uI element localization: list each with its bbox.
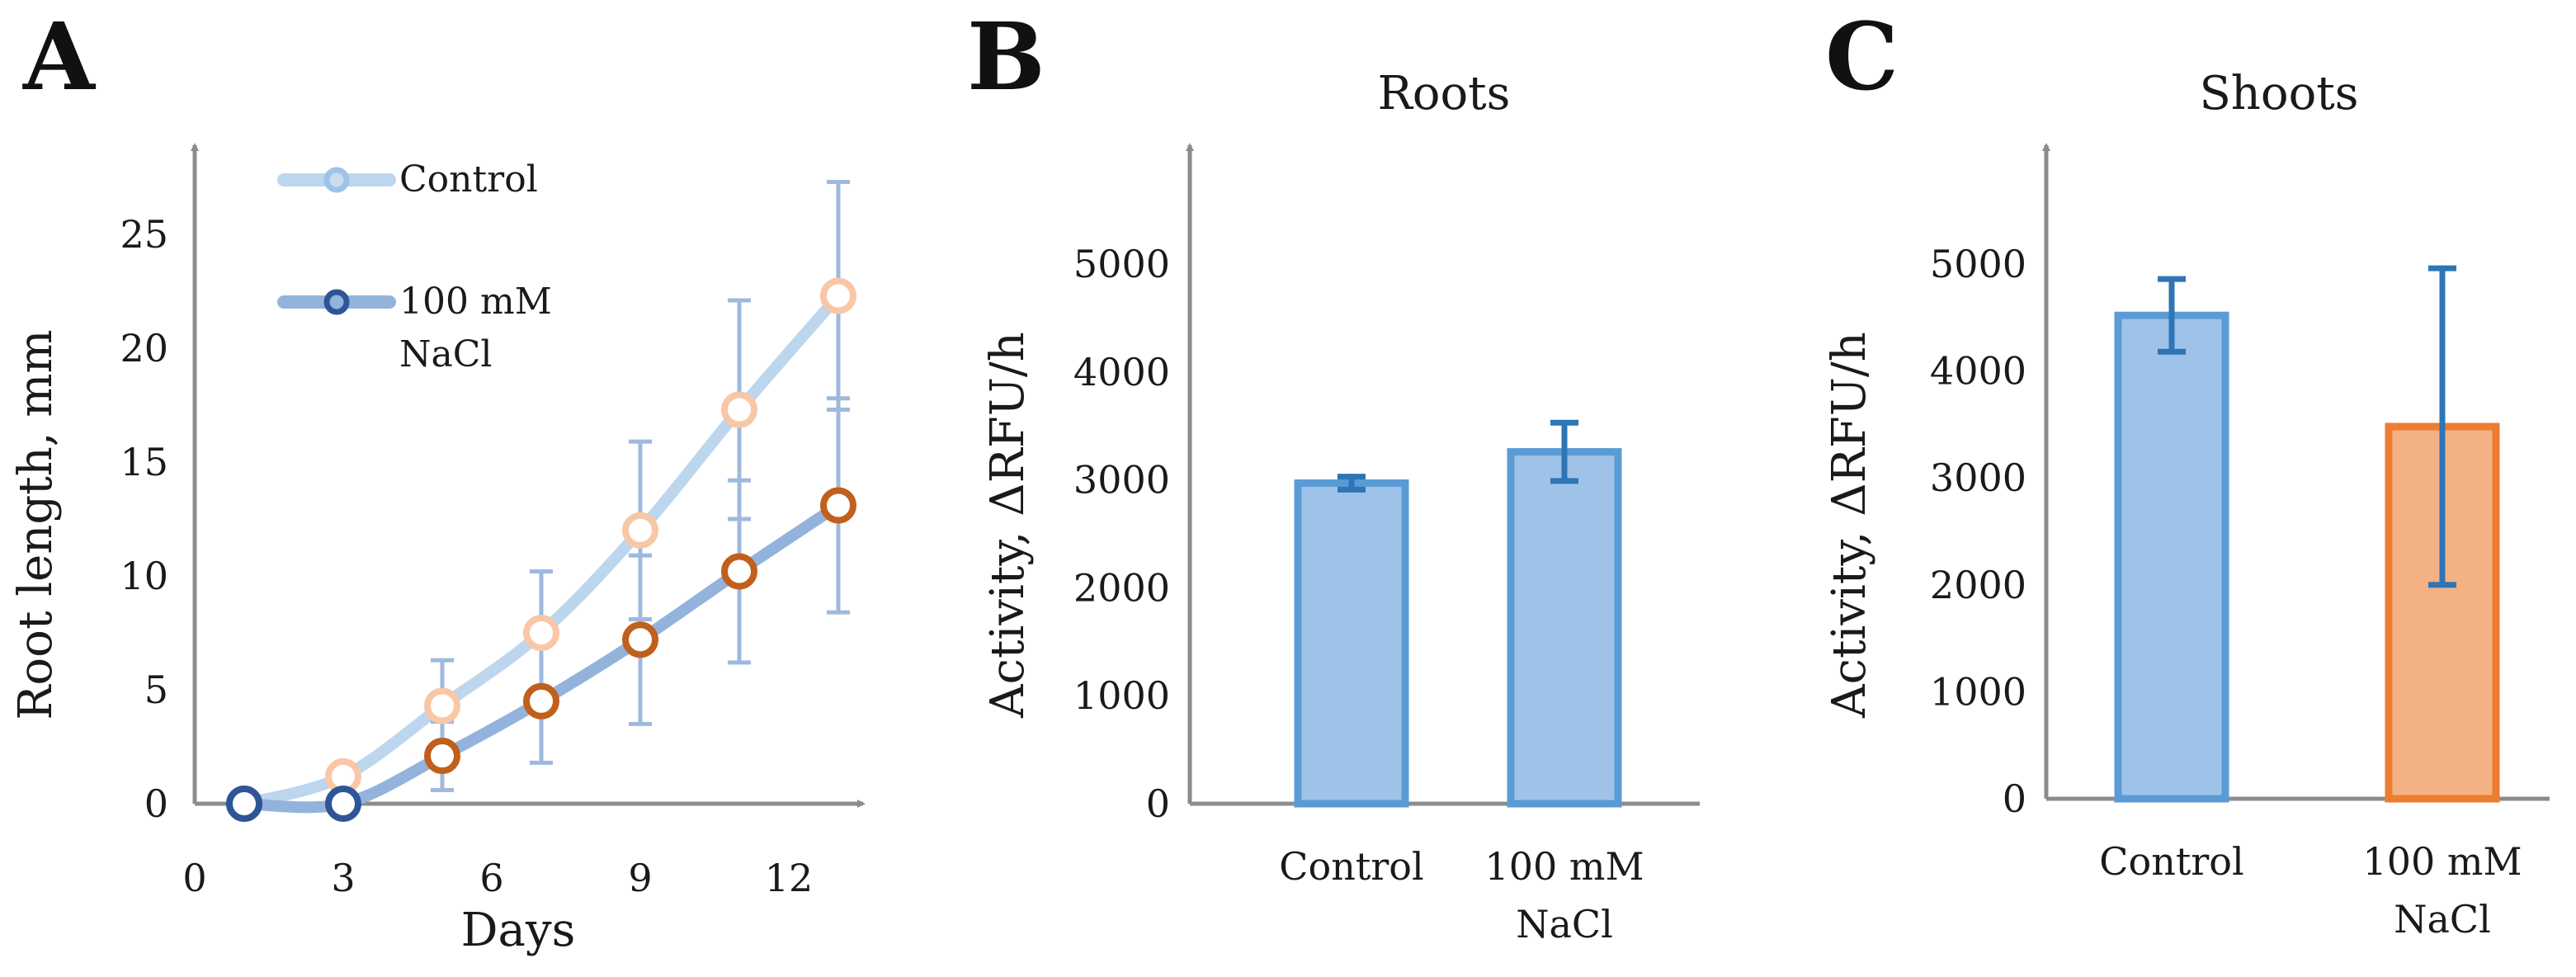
b-category-label: NaCl (1516, 902, 1613, 946)
panel-a-y-tick-label: 10 (120, 554, 168, 598)
panel-a-x-tick-label: 3 (331, 856, 355, 900)
b-y-tick-label: 1000 (1073, 673, 1170, 718)
panel-c-ylabel: Activity, ΔRFU/h (1823, 332, 1876, 719)
c-y-tick-label: 4000 (1930, 349, 2026, 394)
panel-a-y-tick-label: 5 (144, 668, 168, 712)
c-category-label: Control (2099, 839, 2243, 884)
c-category-label: NaCl (2394, 897, 2491, 942)
legend-nacl-marker (323, 289, 350, 315)
panel-b-title: Roots (1378, 67, 1511, 120)
b-y-tick-label: 3000 (1073, 458, 1170, 503)
b-bar (1507, 448, 1622, 808)
nacl-data-point (424, 738, 460, 775)
panel-a-error-bars (332, 180, 850, 792)
c-y-tick-label: 1000 (1930, 669, 2026, 714)
control-data-point (622, 512, 658, 549)
nacl-data-point (523, 682, 559, 720)
panel-a-xlabel: Days (461, 904, 576, 957)
panel-letter-a: A (22, 3, 97, 111)
panel-b-bars (1294, 419, 1622, 808)
panel-c-tick-labels: 0 1000 2000 3000 4000 5000 Control 100 mM NaCl (1930, 242, 2522, 942)
b-y-tick-label: 2000 (1073, 565, 1170, 610)
legend-nacl-label-line1: 100 mM (399, 281, 552, 323)
panel-letter-b: B (967, 3, 1045, 111)
panel-a-x-tick-label: 6 (479, 856, 503, 900)
panel-c-title: Shoots (2199, 67, 2358, 120)
b-category-label: 100 mM (1484, 844, 1644, 889)
panel-b-ylabel: Activity, ΔRFU/h (981, 332, 1035, 719)
panel-a-legend: Control 100 mM NaCl (277, 158, 552, 375)
control-data-point (820, 277, 856, 314)
control-data-point (721, 391, 757, 428)
panel-a-y-tick-label: 25 (120, 212, 168, 257)
nacl-data-point (325, 786, 361, 822)
panel-c-bars (2114, 265, 2500, 803)
panel-a-line-chart: 0 3 6 9 12 0 5 10 15 20 25 Days Root length, mm Co… (9, 143, 866, 957)
nacl-data-point (721, 553, 757, 590)
panel-b-tick-labels: 0 1000 2000 3000 4000 5000 Control 100 mM NaCl (1073, 242, 1644, 946)
nacl-data-point (622, 621, 658, 658)
panel-a-y-tick-label: 15 (120, 440, 168, 484)
b-y-tick-label: 0 (1146, 781, 1170, 826)
b-y-tick-label: 5000 (1073, 242, 1170, 286)
c-y-tick-label: 5000 (1930, 242, 2026, 286)
c-category-label: 100 mM (2362, 839, 2522, 884)
panel-a-tick-labels: 0 3 6 9 12 0 5 10 15 20 25 (120, 212, 813, 900)
legend-control-marker (323, 167, 350, 193)
nacl-data-point (820, 487, 856, 524)
legend-control-label: Control (399, 158, 538, 201)
panel-letter-c: C (1825, 3, 1899, 111)
panel-a-x-tick-label: 9 (628, 856, 652, 900)
control-data-point (424, 687, 460, 724)
c-y-tick-label: 0 (2003, 776, 2026, 821)
panel-a-y-tick-label: 0 (144, 781, 168, 826)
b-bar (1294, 479, 1409, 808)
b-y-tick-label: 4000 (1073, 350, 1170, 394)
panel-a-y-tick-label: 20 (120, 326, 168, 371)
legend-nacl-label-line2: NaCl (399, 333, 492, 375)
c-y-tick-label: 3000 (1930, 455, 2026, 500)
panel-b-axes (1186, 143, 1700, 806)
panel-c-bar-chart: Shoots Activity, ΔRFU/h 0 1000 2000 3000 400… (1823, 67, 2550, 942)
b-category-label: Control (1279, 844, 1423, 889)
control-data-point (523, 615, 559, 651)
panel-a-x-tick-label: 0 (182, 856, 206, 900)
panel-b-bar-chart: Roots Activity, ΔRFU/h 0 1000 2000 3000 4000… (981, 67, 1700, 946)
nacl-data-point (226, 786, 262, 822)
panel-a-markers (226, 277, 856, 822)
c-bar (2114, 311, 2229, 803)
panel-a-ylabel: Root length, mm (9, 329, 63, 720)
panel-a-x-tick-label: 12 (765, 856, 814, 900)
c-y-tick-label: 2000 (1930, 563, 2026, 607)
